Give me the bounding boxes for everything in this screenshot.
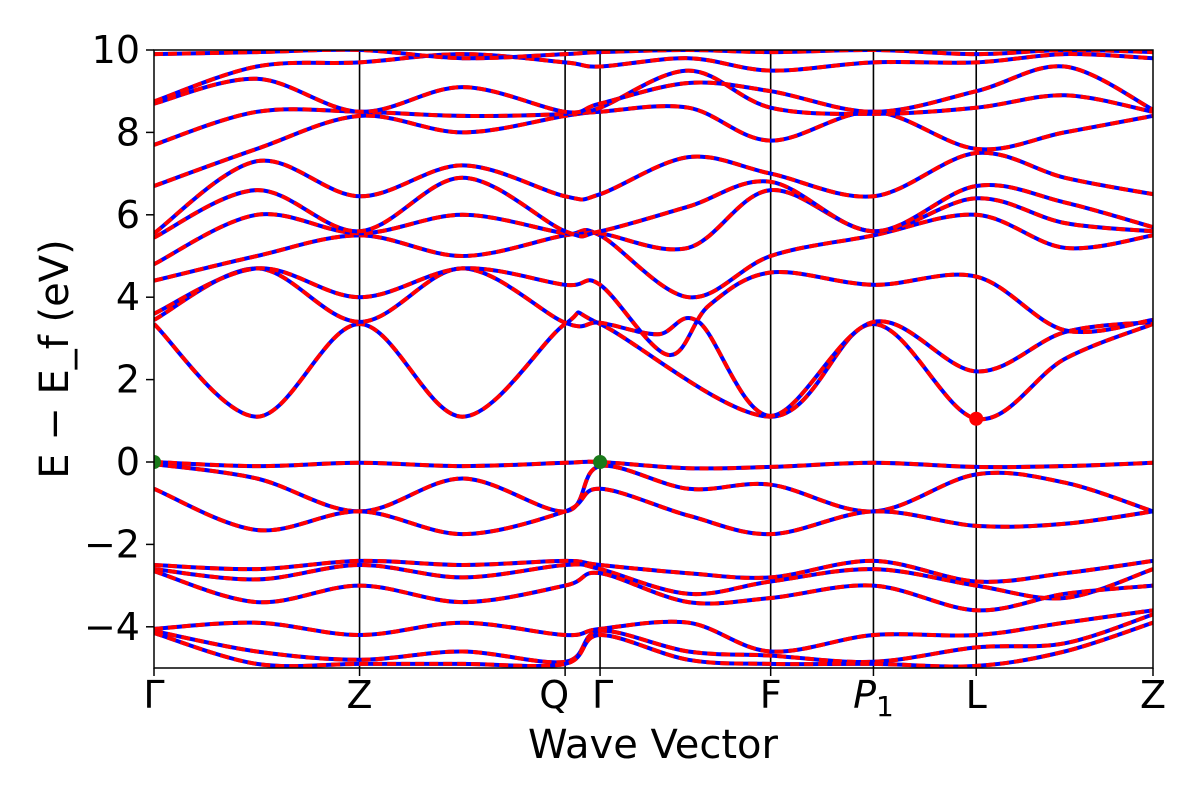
band-line-red <box>154 558 1153 584</box>
y-tick-label: −4 <box>84 605 140 649</box>
x-tick-label: F <box>760 673 782 717</box>
band-extremum-marker <box>969 411 984 426</box>
y-tick-label: 10 <box>92 28 140 72</box>
y-tick-label: 4 <box>116 275 140 319</box>
band-line-red <box>154 266 1153 418</box>
band-line-red <box>154 459 1153 471</box>
y-tick-label: 6 <box>116 193 140 237</box>
band-line-red <box>154 266 1153 357</box>
band-extremum-marker <box>593 455 608 469</box>
x-tick-label: L <box>966 673 987 717</box>
x-axis-label: Wave Vector <box>528 722 779 768</box>
band-line-red <box>154 68 1153 147</box>
x-axis-ticks: Γ Z Q Γ F P1 L Z <box>143 668 1166 723</box>
x-tick-label: P1 <box>853 673 894 723</box>
band-line-red <box>154 188 1153 267</box>
band-line-red <box>154 620 1153 668</box>
band-line-red <box>154 64 1153 115</box>
band-line-red <box>154 104 1153 188</box>
x-tick-label: Z <box>1140 673 1166 717</box>
band-line-red <box>154 608 1153 654</box>
band-line-red <box>154 212 1153 300</box>
plot-frame <box>153 49 1154 669</box>
band-extremum-marker <box>154 455 161 469</box>
band-line-red <box>154 150 1153 235</box>
band-line-red <box>154 52 1153 104</box>
y-tick-label: 2 <box>116 358 140 402</box>
x-tick-label: Γ <box>143 673 164 717</box>
y-axis-label: E − E_f (eV) <box>32 239 78 478</box>
band-line-red <box>154 462 1153 514</box>
y-tick-label: −2 <box>84 522 140 566</box>
x-tick-label: Γ <box>592 673 613 717</box>
band-line-red <box>154 175 1153 240</box>
y-tick-label: 0 <box>116 440 140 484</box>
high-symmetry-lines <box>358 50 978 668</box>
x-tick-label: Z <box>347 673 373 717</box>
x-tick-label: Q <box>539 673 569 717</box>
band-line-red <box>154 612 1153 665</box>
band-line-red <box>154 50 1153 61</box>
extrema-markers <box>154 411 984 469</box>
band-lines <box>154 50 1153 668</box>
band-line-red <box>154 569 1153 613</box>
y-tick-label: 8 <box>116 110 140 154</box>
y-axis-ticks: 10 8 6 4 2 0 −2 −4 <box>84 28 154 649</box>
band-line-red <box>154 486 1153 537</box>
band-line-red <box>154 562 1153 601</box>
